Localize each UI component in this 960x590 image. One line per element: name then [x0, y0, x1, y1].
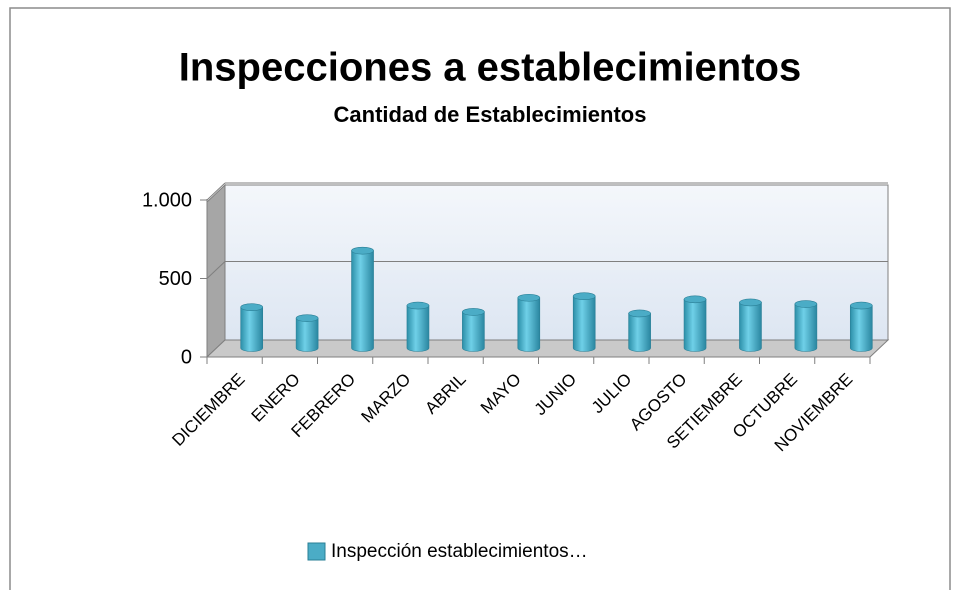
bar-top: [683, 295, 707, 304]
bar-top: [351, 246, 374, 255]
chart-title: Inspecciones a establecimientos: [179, 46, 801, 90]
y-tick-label: 500: [159, 268, 192, 290]
side-wall: [206, 183, 226, 359]
bar: [683, 299, 707, 352]
bar: [849, 305, 873, 352]
grid-line: [206, 182, 226, 201]
bar: [462, 311, 485, 352]
legend-label: Inspección establecimientos…: [331, 541, 588, 562]
bar-top: [406, 301, 430, 310]
bar: [240, 306, 264, 352]
bar-top: [739, 298, 762, 307]
bar-top: [849, 301, 873, 310]
legend-swatch: [307, 542, 326, 561]
back-wall: [224, 184, 889, 341]
bar: [572, 295, 596, 352]
bar: [295, 317, 319, 352]
bar: [406, 305, 430, 352]
y-tick-label: 0: [181, 346, 192, 368]
bar: [739, 302, 762, 352]
bar: [517, 297, 541, 352]
bar-top: [462, 308, 485, 316]
bar: [628, 313, 651, 352]
bar-top: [517, 293, 541, 302]
bar: [794, 303, 818, 352]
bar-top: [295, 314, 319, 322]
grid-line: [206, 261, 226, 279]
bar-top: [572, 292, 596, 300]
bar: [351, 250, 374, 352]
bar-top: [240, 303, 264, 311]
bar-top: [794, 300, 818, 308]
bar-top: [628, 309, 651, 318]
y-tick-label: 1.000: [142, 189, 192, 211]
chart-subtitle: Cantidad de Establecimientos: [334, 102, 647, 127]
